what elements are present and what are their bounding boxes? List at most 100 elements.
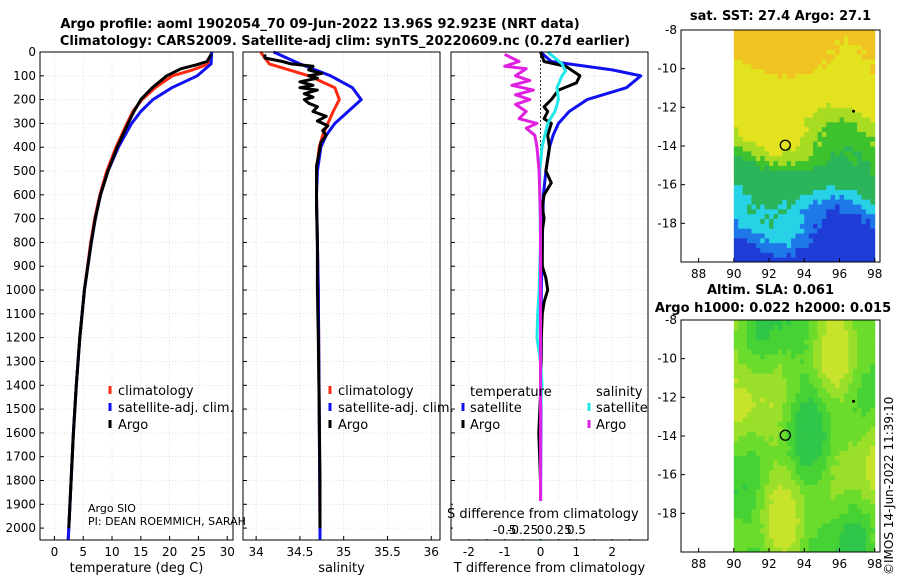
heatmap-cell bbox=[852, 223, 858, 229]
heatmap-cell bbox=[826, 329, 832, 335]
heatmap-cell bbox=[795, 368, 801, 374]
heatmap-cell bbox=[804, 92, 810, 99]
heatmap-cell bbox=[843, 39, 849, 45]
heatmap-cell bbox=[817, 431, 823, 437]
heatmap-cell bbox=[782, 373, 788, 379]
heatmap-cell bbox=[786, 431, 792, 437]
heatmap-cell bbox=[786, 407, 792, 413]
heatmap-cell bbox=[733, 257, 739, 263]
heatmap-cell bbox=[773, 112, 779, 118]
heatmap-cell bbox=[808, 150, 814, 157]
heatmap-cell bbox=[791, 92, 796, 99]
heatmap-cell bbox=[808, 532, 814, 538]
heatmap-cell bbox=[751, 83, 757, 89]
heatmap-cell bbox=[769, 523, 774, 529]
heatmap-cell bbox=[830, 73, 836, 79]
heatmap-cell bbox=[795, 498, 801, 505]
heatmap-cell bbox=[813, 339, 818, 345]
heatmap-cell bbox=[747, 450, 752, 456]
heatmap-cell bbox=[852, 450, 858, 456]
heatmap-cell bbox=[773, 223, 779, 229]
heatmap-cell bbox=[742, 112, 748, 118]
heatmap-cell bbox=[786, 532, 792, 538]
heatmap-cell bbox=[773, 503, 779, 509]
heatmap-cell bbox=[795, 349, 801, 355]
heatmap-cell bbox=[817, 469, 823, 476]
heatmap-cell bbox=[808, 204, 814, 210]
heatmap-cell bbox=[826, 537, 832, 543]
heatmap-cell bbox=[733, 484, 739, 490]
heatmap-cell bbox=[760, 30, 766, 36]
heatmap-cell bbox=[835, 411, 840, 418]
heatmap-cell bbox=[813, 368, 818, 374]
heatmap-cell bbox=[747, 160, 752, 166]
heatmap-cell bbox=[738, 416, 744, 422]
heatmap-cell bbox=[755, 460, 761, 466]
heatmap-cell bbox=[769, 378, 774, 384]
heatmap-cell bbox=[808, 547, 814, 553]
heatmap-cell bbox=[760, 44, 766, 50]
heatmap-cell bbox=[821, 532, 827, 538]
heatmap-cell bbox=[738, 465, 744, 471]
heatmap-cell bbox=[760, 392, 766, 398]
heatmap-cell bbox=[782, 421, 788, 427]
heatmap-cell bbox=[742, 358, 748, 364]
heatmap-cell bbox=[751, 368, 757, 374]
heatmap-cell bbox=[835, 223, 840, 229]
heatmap-cell bbox=[755, 503, 761, 509]
heatmap-cell bbox=[799, 484, 805, 490]
heatmap-cell bbox=[865, 257, 871, 263]
heatmap-cell bbox=[843, 527, 849, 534]
heatmap-cell bbox=[848, 479, 854, 485]
heatmap-cell bbox=[870, 450, 876, 456]
heatmap-cell bbox=[799, 39, 805, 45]
heatmap-cell bbox=[773, 334, 779, 340]
heatmap-cell bbox=[839, 92, 845, 99]
heatmap-cell bbox=[782, 189, 788, 195]
heatmap-cell bbox=[733, 532, 739, 538]
heatmap-cell bbox=[777, 416, 783, 422]
heatmap-cell bbox=[839, 537, 845, 543]
heatmap-cell bbox=[857, 242, 863, 248]
heatmap-cell bbox=[764, 349, 770, 355]
heatmap-cell bbox=[839, 469, 845, 476]
heatmap-cell bbox=[861, 320, 867, 326]
heatmap-cell bbox=[830, 131, 836, 137]
heatmap-cell bbox=[769, 503, 774, 509]
heatmap-cell bbox=[755, 523, 761, 529]
heatmap-cell bbox=[861, 503, 867, 509]
heatmap-cell bbox=[857, 465, 863, 471]
heatmap-cell bbox=[852, 387, 858, 393]
heatmap-cell bbox=[830, 455, 836, 461]
heatmap-cell bbox=[773, 353, 779, 360]
heatmap-cell bbox=[755, 97, 761, 103]
heatmap-cell bbox=[795, 358, 801, 364]
heatmap-cell bbox=[782, 73, 788, 79]
heatmap-cell bbox=[760, 547, 766, 553]
heatmap-cell bbox=[747, 68, 752, 74]
heatmap-cell bbox=[751, 237, 757, 244]
heatmap-cell bbox=[799, 88, 805, 94]
heatmap-cell bbox=[852, 489, 858, 495]
heatmap-cell bbox=[804, 465, 810, 471]
heatmap-cell bbox=[852, 460, 858, 466]
heatmap-cell bbox=[795, 155, 801, 161]
heatmap-cell bbox=[742, 523, 748, 529]
heatmap-cell bbox=[795, 39, 801, 45]
heatmap-cell bbox=[751, 436, 757, 442]
heatmap-cell bbox=[747, 440, 752, 447]
heatmap-cell bbox=[773, 247, 779, 253]
heatmap-cell bbox=[830, 204, 836, 210]
heatmap-cell bbox=[760, 218, 766, 224]
heatmap-cell bbox=[795, 88, 801, 94]
heatmap-cell bbox=[769, 73, 774, 79]
heatmap-cell bbox=[865, 426, 871, 432]
heatmap-cell bbox=[848, 373, 854, 379]
heatmap-cell bbox=[751, 382, 757, 389]
heatmap-cell bbox=[795, 431, 801, 437]
heatmap-cell bbox=[808, 349, 814, 355]
heatmap-cell bbox=[742, 450, 748, 456]
heatmap-cell bbox=[795, 136, 801, 142]
heatmap-cell bbox=[751, 402, 757, 408]
heatmap-cell bbox=[821, 179, 827, 186]
